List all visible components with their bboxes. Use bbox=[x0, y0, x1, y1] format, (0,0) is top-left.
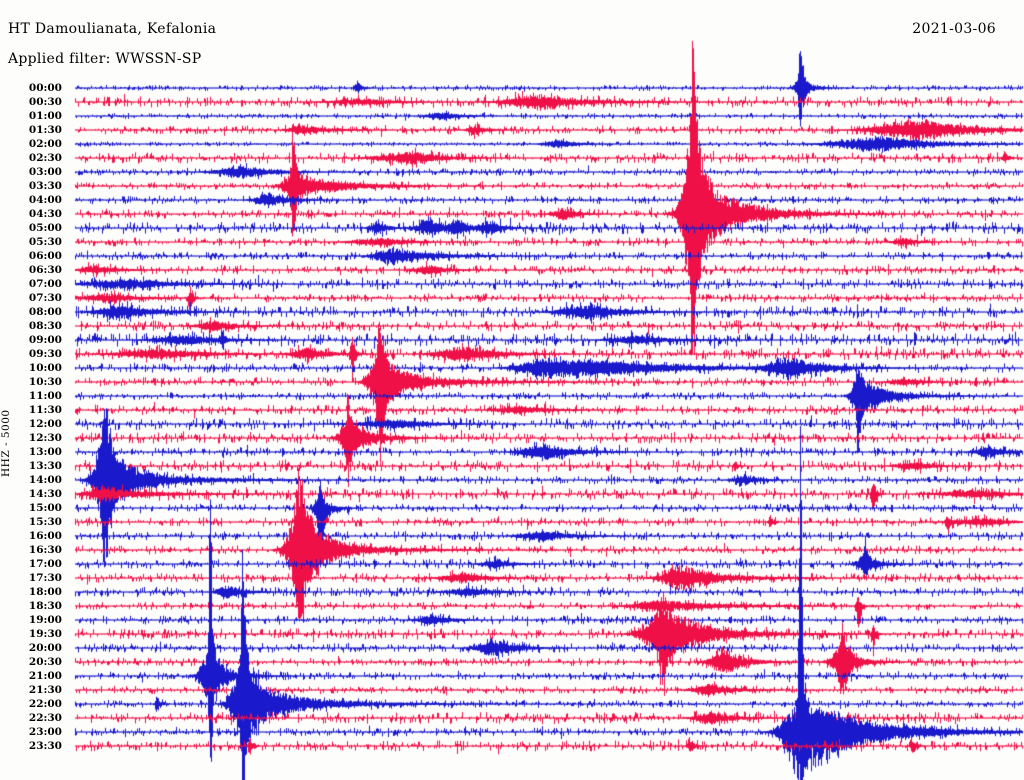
trace-time-label: 00:00 bbox=[28, 82, 62, 94]
trace-time-label: 19:00 bbox=[28, 614, 62, 626]
station-title: HT Damoulianata, Kefalonia bbox=[8, 21, 217, 37]
trace-time-label: 12:30 bbox=[28, 432, 62, 444]
trace-time-label: 08:30 bbox=[28, 320, 62, 332]
trace-time-label: 14:00 bbox=[28, 474, 62, 486]
trace-time-label: 21:00 bbox=[28, 670, 62, 682]
trace-time-label: 16:30 bbox=[28, 544, 62, 556]
trace-time-label: 00:30 bbox=[28, 96, 62, 108]
trace-time-label: 15:00 bbox=[28, 502, 62, 514]
applied-filter-label: Applied filter: WWSSN-SP bbox=[8, 51, 202, 67]
trace-time-label: 06:00 bbox=[28, 250, 62, 262]
trace-time-label: 11:30 bbox=[28, 404, 62, 416]
trace-time-label: 03:00 bbox=[28, 166, 62, 178]
trace-time-label: 23:30 bbox=[28, 740, 62, 752]
trace-time-label: 10:00 bbox=[28, 362, 62, 374]
trace-time-label: 18:30 bbox=[28, 600, 62, 612]
trace-time-label: 07:30 bbox=[28, 292, 62, 304]
trace-time-label: 10:30 bbox=[28, 376, 62, 388]
trace-time-label: 04:30 bbox=[28, 208, 62, 220]
trace-time-label: 14:30 bbox=[28, 488, 62, 500]
trace-time-label: 05:30 bbox=[28, 236, 62, 248]
trace-time-label: 02:00 bbox=[28, 138, 62, 150]
trace-time-label: 19:30 bbox=[28, 628, 62, 640]
trace-time-label: 15:30 bbox=[28, 516, 62, 528]
trace-time-label: 03:30 bbox=[28, 180, 62, 192]
trace-time-label: 07:00 bbox=[28, 278, 62, 290]
trace-time-label: 01:30 bbox=[28, 124, 62, 136]
trace-time-label: 08:00 bbox=[28, 306, 62, 318]
date-label: 2021-03-06 bbox=[912, 21, 996, 37]
trace-time-label: 09:30 bbox=[28, 348, 62, 360]
trace-time-label: 20:30 bbox=[28, 656, 62, 668]
trace-time-label: 17:00 bbox=[28, 558, 62, 570]
trace-time-label: 22:00 bbox=[28, 698, 62, 710]
trace-time-label: 01:00 bbox=[28, 110, 62, 122]
trace-time-label: 22:30 bbox=[28, 712, 62, 724]
trace-time-label: 20:00 bbox=[28, 642, 62, 654]
trace-time-label: 12:00 bbox=[28, 418, 62, 430]
trace-time-label: 06:30 bbox=[28, 264, 62, 276]
trace-time-label: 21:30 bbox=[28, 684, 62, 696]
trace-time-label: 16:00 bbox=[28, 530, 62, 542]
trace-time-label: 05:00 bbox=[28, 222, 62, 234]
trace-time-label: 17:30 bbox=[28, 572, 62, 584]
trace-time-label: 13:00 bbox=[28, 446, 62, 458]
trace-time-label: 23:00 bbox=[28, 726, 62, 738]
trace-time-label: 09:00 bbox=[28, 334, 62, 346]
trace-time-label: 13:30 bbox=[28, 460, 62, 472]
trace-time-label: 11:00 bbox=[28, 390, 62, 402]
trace-time-label: 18:00 bbox=[28, 586, 62, 598]
trace-time-label: 04:00 bbox=[28, 194, 62, 206]
trace-time-label: 02:30 bbox=[28, 152, 62, 164]
